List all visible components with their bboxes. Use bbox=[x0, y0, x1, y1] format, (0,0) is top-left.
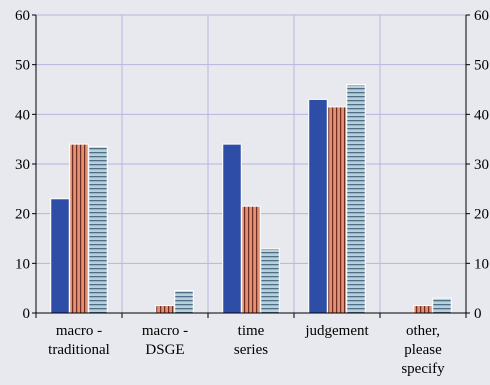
axes bbox=[32, 14, 470, 318]
bar-series2-cat3 bbox=[241, 205, 261, 314]
x-tick-label-3-line-2: series bbox=[234, 342, 268, 358]
bar-series2-cat2 bbox=[155, 305, 175, 314]
x-tick-label-1-line-2: traditional bbox=[48, 342, 110, 358]
bar-series3-cat1 bbox=[88, 146, 108, 314]
x-tick-label-5-line-1: other, bbox=[406, 323, 440, 339]
x-tick-label-2-line-1: macro - bbox=[142, 323, 188, 339]
x-tick-label-5-line-3: specify bbox=[401, 361, 445, 377]
bar-series2-cat5 bbox=[413, 305, 433, 314]
x-tick-label-3-line-1: time bbox=[238, 323, 265, 339]
left-tick-label-5: 50 bbox=[15, 58, 30, 74]
right-tick-label-6: 60 bbox=[474, 8, 489, 24]
bars bbox=[50, 84, 452, 314]
bar-series1-cat3 bbox=[222, 143, 242, 314]
bar-series1-cat4 bbox=[308, 98, 328, 314]
x-tick-label-5-line-2: please bbox=[404, 342, 442, 358]
right-tick-label-5: 50 bbox=[474, 58, 489, 74]
right-tick-label-2: 20 bbox=[474, 207, 489, 223]
left-tick-label-0: 0 bbox=[23, 306, 31, 322]
bar-series2-cat1 bbox=[69, 143, 89, 314]
bar-series3-cat4 bbox=[346, 84, 366, 314]
left-tick-label-1: 10 bbox=[15, 256, 30, 272]
bar-series2-cat4 bbox=[327, 106, 347, 314]
left-tick-label-4: 40 bbox=[15, 107, 30, 123]
right-tick-label-3: 30 bbox=[474, 157, 489, 173]
x-tick-label-1-line-1: macro - bbox=[56, 323, 102, 339]
right-tick-label-0: 0 bbox=[474, 306, 482, 322]
right-tick-label-1: 10 bbox=[474, 256, 489, 272]
left-tick-label-6: 60 bbox=[15, 8, 30, 24]
left-tick-label-2: 20 bbox=[15, 207, 30, 223]
bar-series3-cat3 bbox=[260, 247, 280, 314]
labels: 0 0 10 10 20 20 30 30 40 40 50 50 60 60 macro - traditi… bbox=[15, 8, 489, 377]
bar-series3-cat5 bbox=[432, 297, 452, 314]
bar-series3-cat2 bbox=[174, 290, 194, 314]
x-tick-label-2-line-2: DSGE bbox=[145, 342, 184, 358]
right-tick-label-4: 40 bbox=[474, 107, 489, 123]
left-tick-label-3: 30 bbox=[15, 157, 30, 173]
bar-series1-cat1 bbox=[50, 198, 70, 314]
x-tick-label-4-line-1: judgement bbox=[304, 323, 369, 339]
